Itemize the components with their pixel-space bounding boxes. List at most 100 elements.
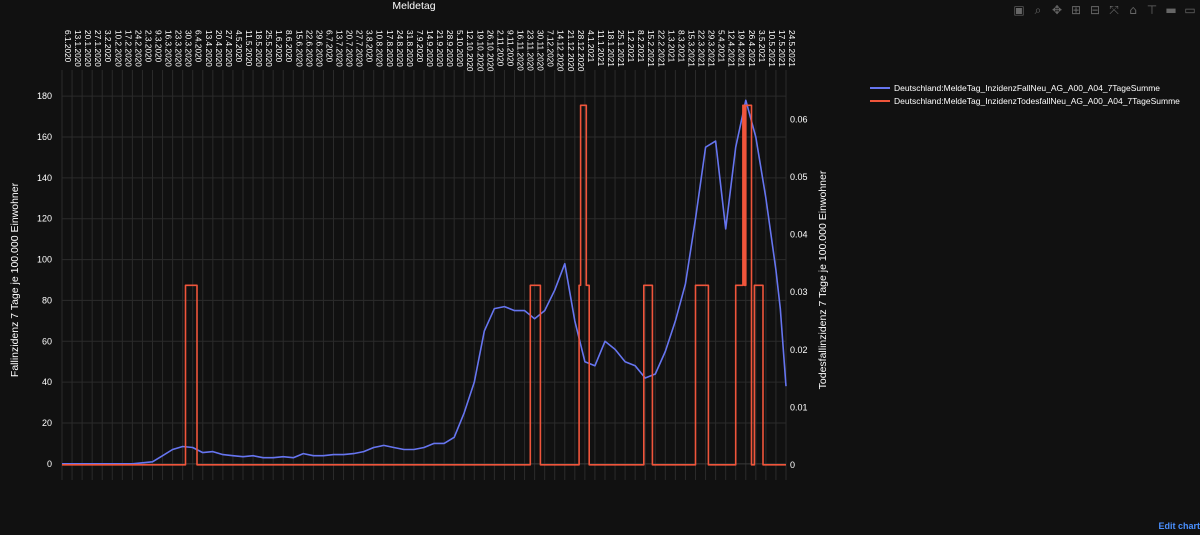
x-tick-label: 6.4.2020 <box>194 30 204 63</box>
y-right-tick-label: 0.03 <box>790 287 808 297</box>
camera-icon[interactable]: ▣ <box>1013 3 1025 17</box>
series-line-2[interactable] <box>62 104 786 466</box>
x-tick-label: 24.5.2021 <box>787 30 797 67</box>
closest-hover-icon[interactable]: ▭ <box>1184 3 1196 17</box>
x-tick-label: 3.2.2020 <box>103 30 113 63</box>
x-axis-ticks: 6.1.2020 13.1.2020 20.1.2020 27.1.2020 3.2.2… <box>63 30 797 72</box>
x-tick-label: 8.3.2021 <box>676 30 686 63</box>
y-right-tick-label: 0.02 <box>790 345 808 355</box>
y-left-tick-label: 100 <box>37 255 52 265</box>
compare-hover-icon[interactable]: ▬ <box>1165 3 1177 17</box>
x-tick-label: 30.11.2020 <box>536 30 546 71</box>
x-tick-label: 29.3.2021 <box>707 30 717 67</box>
x-tick-label: 15.3.2021 <box>686 30 696 67</box>
modebar: ▣ ⌕ ✥ ⊞ ⊟ ⤧ ⌂ ⊤ ▬ ▭ <box>1011 2 1198 18</box>
x-tick-label: 7.9.2020 <box>415 30 425 63</box>
x-tick-label: 24.2.2020 <box>133 30 143 67</box>
x-tick-label: 9.11.2020 <box>505 30 515 67</box>
x-tick-label: 10.8.2020 <box>375 30 385 67</box>
x-tick-label: 17.8.2020 <box>385 30 395 67</box>
x-tick-label: 17.5.2021 <box>777 30 787 67</box>
edit-chart-link[interactable]: Edit chart <box>1158 521 1200 531</box>
x-tick-label: 6.7.2020 <box>324 30 334 63</box>
x-tick-label: 5.4.2021 <box>717 30 727 63</box>
x-tick-label: 25.1.2021 <box>616 30 626 67</box>
spike-icon[interactable]: ⊤ <box>1146 3 1158 17</box>
y-left-tick-label: 80 <box>42 295 52 305</box>
x-tick-label: 20.7.2020 <box>345 30 355 67</box>
x-tick-label: 15.2.2021 <box>646 30 656 67</box>
x-tick-label: 9.3.2020 <box>154 30 164 63</box>
x-tick-label: 2.11.2020 <box>495 30 505 67</box>
y-left-tick-label: 120 <box>37 214 52 224</box>
x-tick-label: 12.4.2021 <box>727 30 737 67</box>
x-tick-label: 18.1.2021 <box>606 30 616 67</box>
y-right-tick-label: 0.04 <box>790 230 808 240</box>
x-tick-label: 6.1.2020 <box>63 30 73 63</box>
x-tick-label: 16.11.2020 <box>516 30 526 71</box>
x-tick-label: 29.6.2020 <box>314 30 324 67</box>
pan-icon[interactable]: ✥ <box>1051 3 1063 17</box>
x-tick-label: 14.12.2020 <box>556 30 566 72</box>
legend[interactable]: Deutschland:MeldeTag_InzidenzFallNeu_AG_… <box>870 83 1180 106</box>
x-tick-label: 22.2.2021 <box>656 30 666 67</box>
x-tick-label: 24.8.2020 <box>395 30 405 67</box>
x-tick-label: 1.3.2021 <box>666 30 676 63</box>
zoom-out-icon[interactable]: ⊟ <box>1089 3 1101 17</box>
y-left-tick-label: 60 <box>42 336 52 346</box>
x-tick-label: 26.4.2021 <box>747 30 757 67</box>
x-tick-label: 27.4.2020 <box>224 30 234 67</box>
y-left-tick-label: 180 <box>37 91 52 101</box>
x-tick-label: 23.3.2020 <box>174 30 184 67</box>
y-left-tick-label: 0 <box>47 459 52 469</box>
x-tick-label: 23.11.2020 <box>526 30 536 71</box>
x-tick-label: 22.3.2021 <box>697 30 707 67</box>
x-axis-title: Meldetag <box>392 0 435 12</box>
x-tick-label: 21.12.2020 <box>566 30 576 72</box>
x-tick-label: 16.3.2020 <box>164 30 174 67</box>
home-icon[interactable]: ⌂ <box>1129 3 1137 17</box>
y-left-tick-label: 160 <box>37 132 52 142</box>
legend-label-2[interactable]: Deutschland:MeldeTag_InzidenzTodesfallNe… <box>894 96 1180 106</box>
x-tick-label: 5.10.2020 <box>455 30 465 67</box>
x-tick-label: 25.5.2020 <box>264 30 274 67</box>
zoom-in-icon[interactable]: ⊞ <box>1070 3 1082 17</box>
x-tick-label: 18.5.2020 <box>254 30 264 67</box>
y-axis-right-title: Todesfallinzidenz 7 Tage je 100.000 Einw… <box>817 170 829 389</box>
x-tick-label: 13.1.2020 <box>73 30 83 67</box>
x-tick-label: 30.3.2020 <box>184 30 194 67</box>
x-tick-label: 20.1.2020 <box>83 30 93 67</box>
series-layer[interactable] <box>62 99 787 466</box>
x-tick-label: 17.2.2020 <box>123 30 133 67</box>
x-tick-label: 19.10.2020 <box>475 30 485 72</box>
legend-label-1[interactable]: Deutschland:MeldeTag_InzidenzFallNeu_AG_… <box>894 83 1160 93</box>
x-tick-label: 10.5.2021 <box>767 30 777 67</box>
x-tick-label: 12.10.2020 <box>465 30 475 72</box>
x-tick-label: 21.9.2020 <box>435 30 445 67</box>
zoom-icon[interactable]: ⌕ <box>1034 2 1042 17</box>
y-axis-left-title: Fallinzidenz 7 Tage je 100.000 Einwohner <box>9 182 21 377</box>
y-right-tick-label: 0.06 <box>790 115 808 125</box>
y-left-tick-label: 40 <box>42 377 52 387</box>
x-tick-label: 8.6.2020 <box>284 30 294 63</box>
x-tick-label: 20.4.2020 <box>214 30 224 67</box>
x-tick-label: 28.9.2020 <box>445 30 455 67</box>
x-tick-label: 4.5.2020 <box>234 30 244 63</box>
x-tick-label: 13.7.2020 <box>335 30 345 67</box>
autoscale-icon[interactable]: ⤧ <box>1109 2 1119 17</box>
x-tick-label: 11.1.2021 <box>596 30 606 67</box>
series-line-1[interactable] <box>62 99 787 465</box>
x-tick-label: 11.5.2020 <box>244 30 254 67</box>
x-tick-label: 14.9.2020 <box>425 30 435 67</box>
x-tick-label: 1.6.2020 <box>274 30 284 63</box>
x-tick-label: 2.3.2020 <box>143 30 153 63</box>
x-tick-label: 19.4.2021 <box>737 30 747 67</box>
x-tick-label: 27.1.2020 <box>93 30 103 67</box>
x-tick-label: 8.2.2021 <box>636 30 646 63</box>
x-tick-label: 10.2.2020 <box>113 30 123 67</box>
x-tick-label: 3.8.2020 <box>365 30 375 63</box>
x-tick-label: 13.4.2020 <box>204 30 214 67</box>
y-left-tick-label: 20 <box>42 418 52 428</box>
y-left-tick-label: 140 <box>37 173 52 183</box>
